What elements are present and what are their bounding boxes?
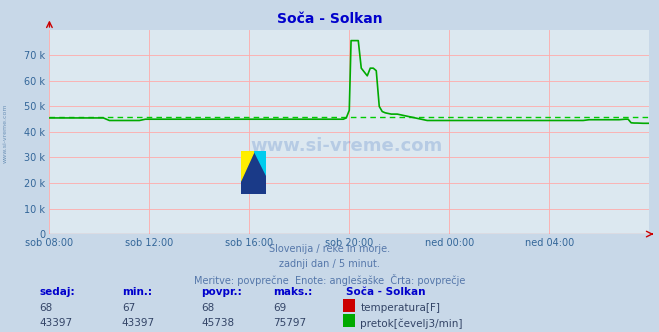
Text: Soča - Solkan: Soča - Solkan [277, 12, 382, 26]
Polygon shape [241, 151, 254, 181]
Text: 43397: 43397 [122, 318, 155, 328]
Text: Slovenija / reke in morje.: Slovenija / reke in morje. [269, 244, 390, 254]
Text: maks.:: maks.: [273, 287, 313, 297]
Text: 68: 68 [40, 303, 53, 313]
Text: www.si-vreme.com: www.si-vreme.com [3, 103, 8, 163]
Text: zadnji dan / 5 minut.: zadnji dan / 5 minut. [279, 259, 380, 269]
Text: Soča - Solkan: Soča - Solkan [346, 287, 426, 297]
Text: temperatura[F]: temperatura[F] [360, 303, 440, 313]
Text: 43397: 43397 [40, 318, 72, 328]
Polygon shape [254, 151, 266, 175]
Text: 69: 69 [273, 303, 287, 313]
Text: www.si-vreme.com: www.si-vreme.com [250, 137, 443, 155]
Text: 68: 68 [201, 303, 214, 313]
Text: 45738: 45738 [201, 318, 234, 328]
Text: min.:: min.: [122, 287, 152, 297]
Text: Meritve: povprečne  Enote: anglešaške  Črta: povprečje: Meritve: povprečne Enote: anglešaške Črt… [194, 274, 465, 286]
Text: sedaj:: sedaj: [40, 287, 75, 297]
Text: 67: 67 [122, 303, 135, 313]
Text: povpr.:: povpr.: [201, 287, 242, 297]
Text: pretok[čevelj3/min]: pretok[čevelj3/min] [360, 318, 463, 329]
Text: 75797: 75797 [273, 318, 306, 328]
